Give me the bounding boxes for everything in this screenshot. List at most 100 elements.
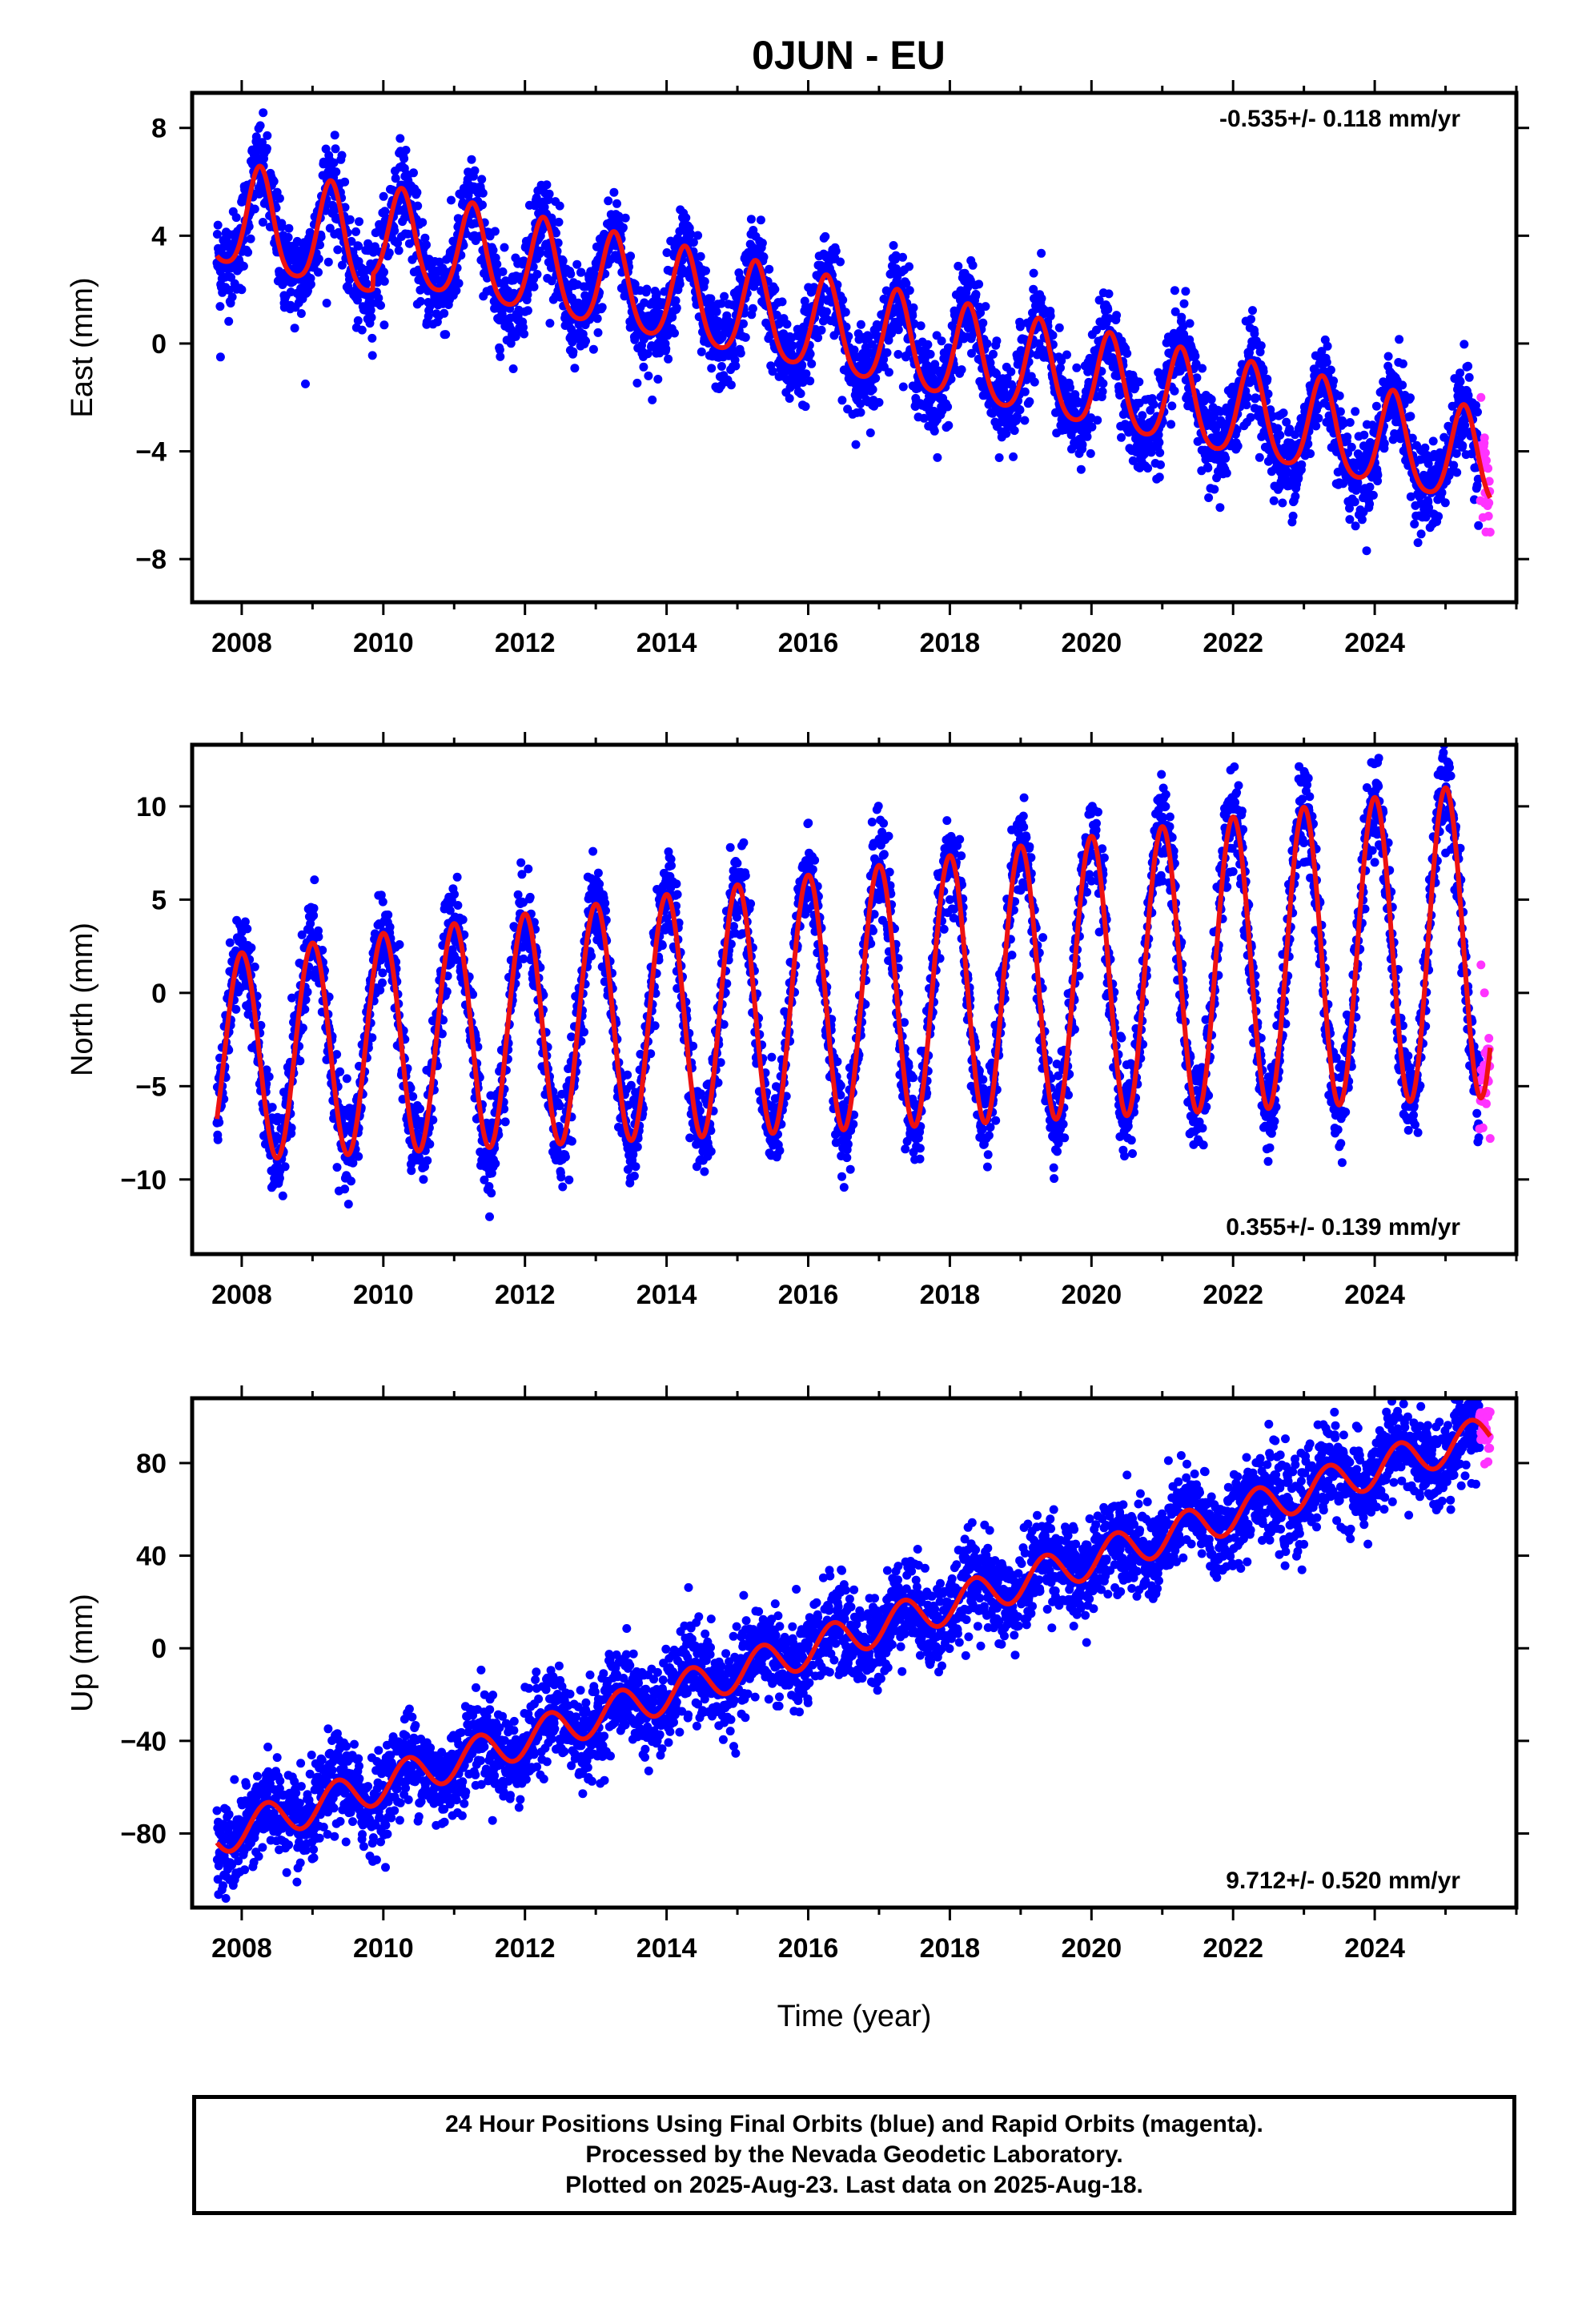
final-orbit-point: [957, 365, 966, 375]
y-tick-label: 4: [151, 221, 167, 251]
final-orbit-point: [532, 270, 542, 279]
final-orbit-point: [593, 328, 603, 337]
final-orbit-point: [1420, 443, 1430, 452]
final-orbit-point: [301, 379, 310, 388]
final-orbit-point: [1098, 379, 1108, 388]
final-orbit-point: [1203, 463, 1213, 472]
final-orbit-point: [355, 217, 363, 227]
final-orbit-point: [923, 340, 933, 349]
data-points: [212, 108, 1495, 556]
final-orbit-point: [1371, 401, 1381, 411]
y-tick-label: −8: [135, 545, 167, 575]
final-orbit-point: [801, 402, 810, 412]
final-orbit-point: [701, 266, 710, 275]
final-orbit-point: [535, 246, 544, 255]
final-orbit-point: [1009, 452, 1018, 461]
final-orbit-point: [671, 296, 681, 305]
final-orbit-point: [528, 262, 538, 271]
final-orbit-point: [1122, 348, 1132, 358]
final-orbit-point: [796, 389, 805, 398]
final-orbit-point: [453, 901, 463, 910]
final-orbit-point: [572, 259, 582, 269]
final-orbit-point: [639, 362, 648, 372]
final-orbit-point: [215, 352, 225, 362]
final-orbit-point: [1143, 464, 1153, 473]
final-orbit-point: [269, 177, 279, 186]
final-orbit-point: [844, 332, 853, 341]
final-orbit-point: [1419, 473, 1429, 483]
final-orbit-point: [379, 276, 389, 286]
final-orbit-point: [797, 360, 807, 370]
final-orbit-point: [452, 286, 461, 296]
final-orbit-point: [340, 177, 350, 187]
final-orbit-point: [379, 191, 388, 201]
y-tick-label: 8: [151, 114, 167, 144]
final-orbit-point: [905, 286, 914, 296]
final-orbit-point: [1177, 312, 1186, 322]
final-orbit-point: [1166, 420, 1176, 429]
final-orbit-point: [545, 319, 555, 328]
final-orbit-point: [213, 1135, 223, 1144]
final-orbit-point: [378, 897, 387, 907]
final-orbit-point: [798, 376, 808, 386]
final-orbit-point: [487, 1188, 496, 1198]
final-orbit-point: [450, 890, 459, 899]
final-orbit-point: [310, 875, 319, 885]
final-orbit-point: [967, 348, 976, 358]
final-orbit-point: [759, 252, 769, 262]
final-orbit-point: [570, 364, 580, 373]
final-orbit-point: [982, 339, 992, 348]
final-orbit-point: [905, 262, 913, 271]
final-orbit-point: [540, 203, 549, 212]
final-orbit-point: [1416, 529, 1426, 539]
final-orbit-point: [777, 297, 787, 307]
final-orbit-point: [717, 332, 727, 342]
final-orbit-point: [330, 131, 339, 140]
final-orbit-point: [697, 347, 706, 356]
final-orbit-point: [1440, 498, 1450, 508]
rapid-orbit-point: [1482, 456, 1491, 465]
final-orbit-point: [1458, 440, 1468, 450]
final-orbit-point: [422, 240, 431, 250]
final-orbit-point: [237, 285, 247, 295]
final-orbit-point: [520, 329, 529, 339]
final-orbit-point: [250, 962, 259, 971]
final-orbit-point: [250, 204, 259, 214]
final-orbit-point: [570, 299, 580, 308]
final-orbit-point: [275, 194, 284, 203]
final-orbit-point: [805, 376, 815, 386]
final-orbit-point: [1434, 512, 1443, 521]
final-orbit-point: [1406, 412, 1415, 421]
final-orbit-point: [1015, 322, 1025, 332]
final-orbit-point: [1368, 490, 1378, 500]
final-orbit-point: [1046, 312, 1055, 321]
final-orbit-point: [968, 260, 978, 270]
final-orbit-point: [1215, 503, 1225, 513]
final-orbit-point: [267, 1103, 277, 1112]
final-orbit-point: [712, 307, 721, 316]
final-orbit-point: [1314, 413, 1323, 423]
final-orbit-point: [612, 199, 621, 208]
final-orbit-point: [1291, 492, 1300, 501]
final-orbit-point: [1269, 496, 1279, 505]
final-orbit-point: [555, 201, 564, 211]
final-orbit-point: [1335, 407, 1345, 416]
final-orbit-point: [736, 348, 745, 358]
final-orbit-point: [1263, 374, 1272, 384]
final-orbit-point: [689, 238, 698, 247]
final-orbit-point: [1351, 407, 1360, 416]
final-orbit-point: [380, 207, 390, 216]
final-orbit-point: [739, 319, 748, 328]
final-orbit-point: [568, 337, 577, 347]
final-orbit-point: [930, 426, 939, 436]
final-orbit-point: [558, 256, 568, 266]
final-orbit-point: [648, 395, 657, 404]
final-orbit-point: [971, 290, 981, 299]
final-orbit-point: [1247, 315, 1255, 324]
final-orbit-point: [1322, 357, 1331, 367]
final-orbit-point: [243, 247, 253, 257]
final-orbit-point: [258, 218, 267, 227]
final-orbit-point: [379, 267, 388, 277]
final-orbit-point: [604, 196, 613, 206]
final-orbit-point: [441, 330, 451, 340]
